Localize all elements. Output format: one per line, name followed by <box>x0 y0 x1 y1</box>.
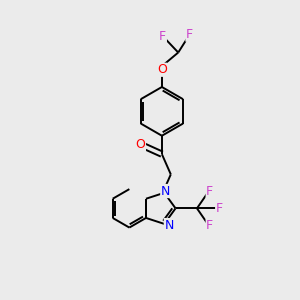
Text: N: N <box>161 184 170 197</box>
Text: N: N <box>164 219 174 232</box>
Text: F: F <box>206 219 213 232</box>
Text: F: F <box>216 202 223 215</box>
Text: O: O <box>157 63 167 76</box>
Text: F: F <box>159 30 166 43</box>
Text: F: F <box>186 28 193 41</box>
Text: F: F <box>206 184 213 198</box>
Text: O: O <box>136 138 146 151</box>
